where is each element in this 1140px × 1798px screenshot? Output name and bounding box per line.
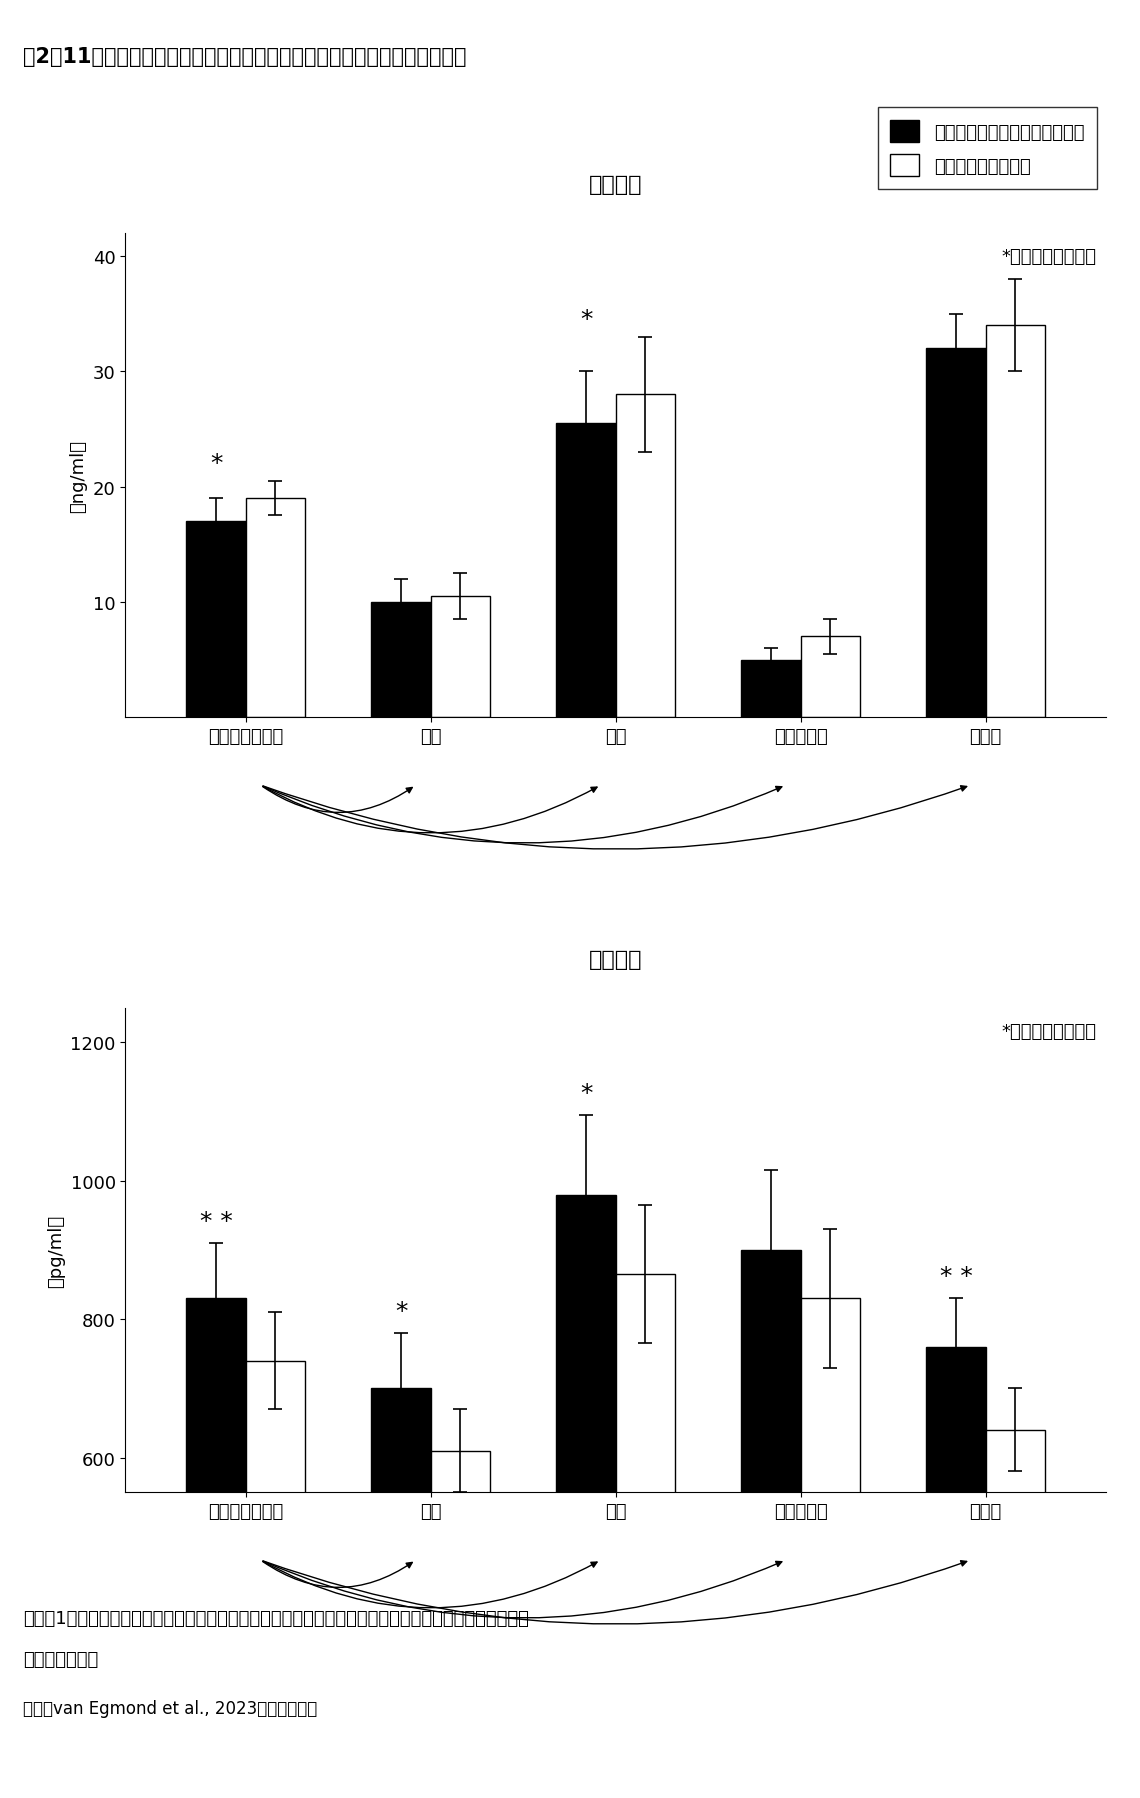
Bar [556, 424, 616, 717]
Bar [372, 602, 431, 717]
Bar [800, 636, 860, 717]
Text: *: * [580, 307, 592, 331]
Text: 図2－11　一晩の断眠（徹夜）でのレプチン（上）、グレリン（下）の変化: 図2－11 一晩の断眠（徹夜）でのレプチン（上）、グレリン（下）の変化 [23, 47, 466, 67]
Bar [986, 1429, 1044, 1798]
Bar [187, 1298, 245, 1798]
Y-axis label: （ng/ml）: （ng/ml） [70, 439, 88, 512]
Bar [431, 1451, 490, 1798]
Bar [927, 1347, 986, 1798]
Text: * *: * * [939, 1264, 972, 1289]
Bar [431, 597, 490, 717]
Text: たった1日の睡眠不足でも、レプチンはとくに女性で減少し、グレリンは男性女性ともに、とくに肥満の: たった1日の睡眠不足でも、レプチンはとくに女性で減少し、グレリンは男性女性ともに… [23, 1609, 529, 1627]
Bar [616, 396, 675, 717]
Bar [556, 1196, 616, 1798]
Text: *: * [394, 1298, 407, 1323]
Text: レプチン: レプチン [589, 174, 642, 194]
Bar [986, 325, 1044, 717]
Text: *: * [580, 1081, 592, 1106]
Bar [741, 660, 800, 717]
Text: *統計的有意差あり: *統計的有意差あり [1001, 248, 1096, 266]
Text: * *: * * [200, 1208, 233, 1233]
Bar [245, 1361, 304, 1798]
Text: 出典：van Egmond et al., 2023をもとに作成: 出典：van Egmond et al., 2023をもとに作成 [23, 1699, 317, 1717]
Text: 人で増加する。: 人で増加する。 [23, 1651, 98, 1669]
Bar [245, 498, 304, 717]
Text: *: * [210, 451, 222, 476]
Bar [616, 1275, 675, 1798]
Text: グレリン: グレリン [589, 949, 642, 969]
Bar [741, 1250, 800, 1798]
Y-axis label: （pg/ml）: （pg/ml） [47, 1214, 65, 1287]
Bar [372, 1388, 431, 1798]
Bar [187, 521, 245, 717]
Bar [800, 1298, 860, 1798]
Text: *統計的有意差あり: *統計的有意差あり [1001, 1023, 1096, 1041]
Bar [927, 349, 986, 717]
Legend: 全断眠（完全徹夜）後の計測値, 夜間睡眠後の計測値: 全断眠（完全徹夜）後の計測値, 夜間睡眠後の計測値 [878, 108, 1097, 191]
